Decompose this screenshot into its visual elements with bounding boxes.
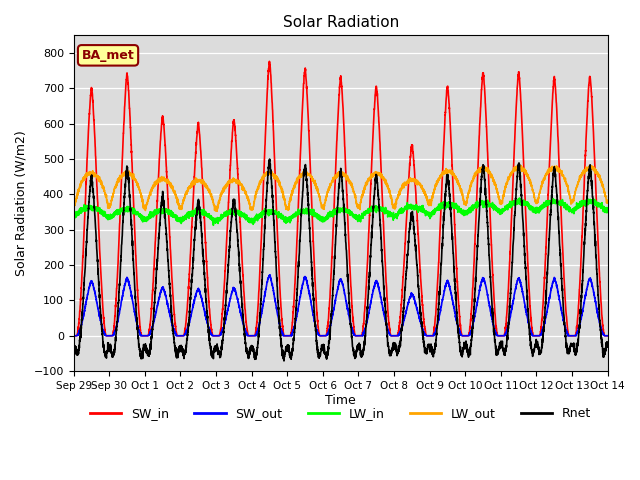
Rnet: [431, 346, 438, 352]
LW_in: [321, 216, 328, 221]
LW_in: [166, 207, 173, 213]
SW_out: [491, 326, 499, 332]
LW_out: [431, 187, 438, 192]
Rnet: [461, 344, 468, 349]
SW_out: [604, 333, 611, 339]
Rnet: [166, 280, 173, 286]
LW_in: [209, 222, 217, 228]
SW_in: [604, 333, 612, 339]
Rnet: [321, 349, 328, 355]
LW_out: [166, 180, 173, 186]
SW_in: [70, 333, 77, 339]
SW_in: [604, 333, 611, 339]
Rnet: [70, 342, 77, 348]
SW_in: [266, 59, 273, 64]
Line: SW_in: SW_in: [74, 61, 608, 336]
SW_out: [604, 333, 612, 339]
LW_out: [321, 201, 328, 206]
SW_in: [491, 304, 499, 310]
X-axis label: Time: Time: [325, 394, 356, 407]
LW_in: [516, 195, 524, 201]
LW_out: [460, 201, 468, 207]
LW_in: [460, 212, 468, 218]
LW_out: [213, 208, 221, 214]
LW_out: [604, 199, 612, 205]
SW_out: [266, 272, 273, 278]
SW_in: [431, 322, 438, 328]
Line: Rnet: Rnet: [74, 159, 608, 361]
Title: Solar Radiation: Solar Radiation: [282, 15, 399, 30]
SW_out: [460, 333, 468, 339]
Line: LW_in: LW_in: [74, 198, 608, 225]
LW_out: [587, 162, 595, 168]
SW_out: [70, 333, 77, 339]
LW_in: [604, 209, 612, 215]
LW_in: [70, 210, 77, 216]
LW_out: [70, 201, 77, 207]
Rnet: [266, 156, 273, 162]
LW_in: [491, 202, 499, 208]
SW_in: [166, 231, 173, 237]
SW_out: [166, 311, 173, 317]
Y-axis label: Solar Radiation (W/m2): Solar Radiation (W/m2): [15, 131, 28, 276]
Rnet: [280, 358, 288, 364]
SW_out: [431, 331, 438, 337]
SW_out: [321, 333, 328, 339]
SW_in: [321, 333, 328, 339]
Text: BA_met: BA_met: [82, 49, 134, 62]
Line: SW_out: SW_out: [74, 275, 608, 336]
Rnet: [604, 342, 611, 348]
Line: LW_out: LW_out: [74, 165, 608, 211]
Legend: SW_in, SW_out, LW_in, LW_out, Rnet: SW_in, SW_out, LW_in, LW_out, Rnet: [85, 402, 596, 425]
LW_out: [491, 180, 499, 185]
Rnet: [604, 343, 612, 349]
LW_in: [604, 209, 611, 215]
Rnet: [491, 339, 499, 345]
LW_out: [604, 200, 611, 205]
SW_in: [460, 333, 468, 339]
LW_in: [431, 208, 438, 214]
